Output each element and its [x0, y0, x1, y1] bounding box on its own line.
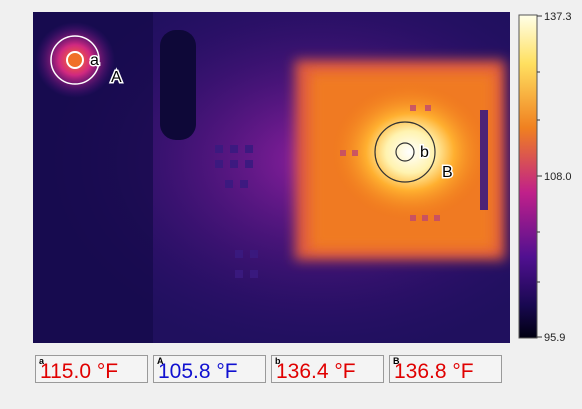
area-circle: [50, 35, 100, 85]
marker-label: A: [111, 69, 122, 86]
readout: A 105.8 °F: [153, 355, 266, 383]
readout-value: 136.8 °F: [394, 360, 474, 383]
thermal-view: a A b B 137.3 108.0 95.9: [33, 11, 572, 344]
readout-value: 136.4 °F: [276, 360, 356, 383]
scale-label: 137.3: [544, 11, 572, 23]
readout-label: A: [157, 356, 164, 366]
thermal-image: [33, 12, 510, 343]
spot-markers: a A b B: [50, 35, 454, 183]
scale-label: 95.9: [544, 332, 565, 344]
readout-value: 105.8 °F: [158, 360, 238, 383]
readout: B 136.8 °F: [389, 355, 502, 383]
marker-label: b: [420, 144, 429, 161]
readout: b 136.4 °F: [271, 355, 384, 383]
readout-label: a: [39, 356, 45, 366]
marker-label: a: [90, 52, 99, 69]
readout: a 115.0 °F: [35, 355, 148, 383]
area-circle: [374, 121, 436, 183]
spot-circle: [66, 51, 84, 69]
color-scale: 137.3 108.0 95.9: [518, 11, 572, 344]
spot-circle: [395, 142, 415, 162]
readout-value: 115.0 °F: [40, 360, 119, 383]
readout-label: B: [393, 356, 400, 366]
marker-label: B: [442, 164, 453, 181]
scale-label: 108.0: [544, 171, 572, 183]
color-bar: [518, 14, 538, 339]
readout-label: b: [275, 356, 281, 366]
